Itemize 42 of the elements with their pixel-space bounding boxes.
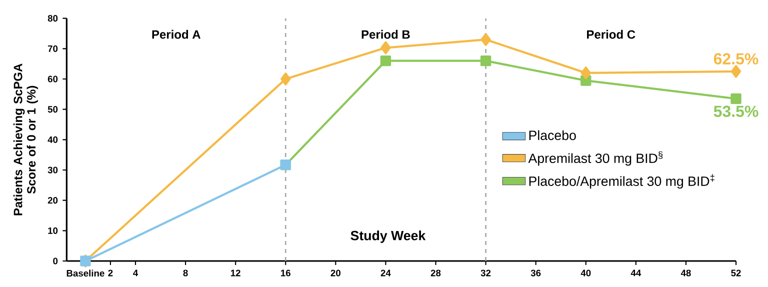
x-tick-label: 4	[133, 270, 138, 276]
y-tick-label: 60	[48, 76, 58, 82]
point	[380, 55, 392, 66]
y-tick-label: 70	[48, 45, 58, 52]
x-tick-label: 20	[330, 270, 340, 276]
x-tick-label: 48	[680, 270, 691, 276]
legend-label: Apremilast 30 mg BID$^{§}$	[528, 151, 663, 166]
legend-label: Placebo/Apremilast 30 mg BID$^{‡}$	[529, 174, 714, 189]
x-tick-label: 40	[580, 270, 591, 276]
y-tick-label: 80	[48, 15, 58, 22]
point	[480, 33, 491, 46]
x-tick-label: 16	[281, 270, 290, 276]
x-tick-label: 32	[480, 270, 491, 276]
x-tick-label: 52	[731, 270, 741, 276]
x-tick-label: 8	[183, 270, 188, 276]
data-label: 53.5%	[714, 106, 758, 118]
x-tick-label: 2	[108, 270, 113, 276]
y-tick-label: 50	[48, 106, 58, 113]
annotation: Period A	[152, 30, 200, 39]
x-tick-label: 44	[630, 270, 642, 276]
data-label: 62.5%	[714, 53, 758, 64]
y-tick-label: 30	[48, 166, 58, 174]
x-tick-label: 24	[380, 270, 391, 276]
point	[730, 65, 742, 78]
point	[580, 66, 591, 80]
x-tick-label: 12	[230, 270, 240, 276]
y-tick-label: 0	[53, 258, 58, 264]
point	[380, 41, 391, 54]
x-tick-label: 28	[430, 270, 441, 276]
y-tick-label: 40	[48, 136, 58, 143]
x-axis-title: Study Week	[350, 230, 426, 243]
annotation: Period C	[587, 30, 636, 39]
y-tick-label: 20	[48, 197, 58, 204]
annotation: Period B	[362, 30, 410, 39]
x-tick-label: Baseline	[66, 270, 104, 277]
point	[280, 72, 291, 86]
y-axis-title: Patients Achieving ScPGA Score of 0 or 1 (%)	[13, 64, 38, 216]
point	[480, 55, 492, 66]
y-tick-label: 10	[48, 227, 58, 234]
x-tick-label: 36	[530, 270, 541, 276]
legend-label: Placebo	[529, 130, 576, 140]
point	[730, 93, 742, 104]
